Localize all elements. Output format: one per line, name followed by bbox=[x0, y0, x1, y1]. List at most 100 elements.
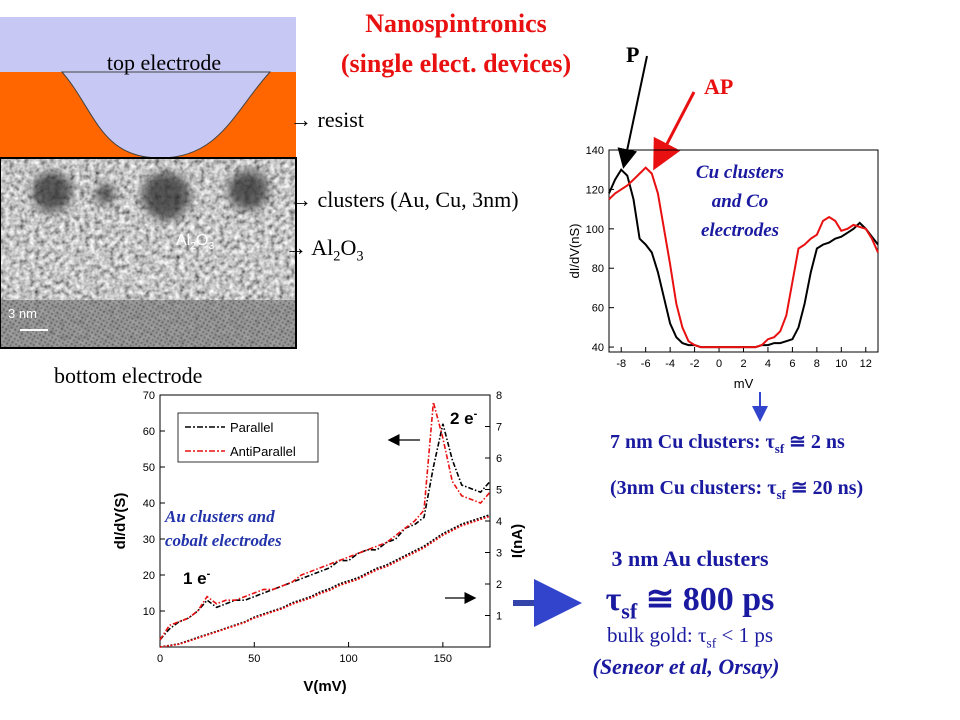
y-tick-label: 80 bbox=[592, 263, 604, 275]
result-text: 3 nm Au clusters bbox=[611, 546, 769, 571]
p-arrow bbox=[617, 55, 648, 169]
text-part: sf bbox=[775, 441, 785, 456]
result-text: bulk gold: τsf < 1 ps bbox=[607, 623, 773, 650]
text-part: sf bbox=[776, 487, 786, 502]
x-tick-label: 4 bbox=[765, 358, 771, 370]
diagram-label: → clusters (Au, Cu, 3nm) bbox=[290, 187, 519, 212]
text-part: sf bbox=[621, 599, 638, 624]
title: Nanospintronics bbox=[365, 9, 547, 38]
diagram-label: bottom electrode bbox=[54, 363, 202, 388]
text-part: ≅ 20 ns) bbox=[786, 477, 863, 499]
x-tick-label: -4 bbox=[665, 358, 675, 370]
series-line bbox=[159, 401, 491, 641]
text-part: - bbox=[474, 408, 478, 420]
diagram-label: top electrode bbox=[107, 50, 221, 75]
y2-tick-label: 2 bbox=[496, 579, 502, 591]
text-part: 3 bbox=[208, 241, 214, 252]
y2-tick-label: 5 bbox=[496, 485, 502, 497]
result-text: (3nm Cu clusters: τsf ≅ 20 ns) bbox=[610, 477, 863, 502]
annotation: electrodes bbox=[701, 220, 779, 241]
tem-frame bbox=[0, 157, 297, 349]
text-part: 7 nm Cu clusters: τ bbox=[610, 431, 775, 453]
text-part: τ bbox=[606, 581, 622, 618]
result-text: τsf ≅ 800 ps bbox=[606, 581, 775, 624]
text-part: < 1 ps bbox=[716, 623, 773, 647]
x-tick-label: -8 bbox=[616, 358, 626, 370]
y2-tick-label: 8 bbox=[496, 390, 502, 402]
text-part: Al bbox=[176, 232, 190, 249]
y-axis-label: dI/dV(S) bbox=[112, 493, 129, 550]
y-tick-label: 50 bbox=[143, 462, 155, 474]
x-tick-label: 0 bbox=[716, 358, 722, 370]
series-name: P bbox=[626, 42, 639, 67]
top-electrode bbox=[0, 17, 296, 77]
annotation: and Co bbox=[712, 191, 769, 212]
x-axis-label: mV bbox=[734, 376, 754, 391]
x-axis-label: V(mV) bbox=[303, 678, 346, 695]
x-tick-label: -6 bbox=[641, 358, 651, 370]
series-line bbox=[159, 423, 491, 641]
x-tick-label: 0 bbox=[157, 653, 163, 665]
substrate-lattice bbox=[0, 300, 296, 348]
result-text: (Seneor et al, Orsay) bbox=[593, 654, 780, 679]
y-tick-label: 40 bbox=[592, 342, 604, 354]
y2-tick-label: 3 bbox=[496, 548, 502, 560]
text-part: (3nm Cu clusters: τ bbox=[610, 477, 776, 499]
legend-label: Parallel bbox=[230, 420, 273, 435]
y-axis-label: dI/dV(nS) bbox=[567, 224, 582, 279]
x-tick-label: 6 bbox=[789, 358, 795, 370]
y-tick-label: 60 bbox=[592, 303, 604, 315]
y-tick-label: 30 bbox=[143, 534, 155, 546]
y2-axis-label: I(nA) bbox=[509, 524, 526, 558]
y2-tick-label: 7 bbox=[496, 422, 502, 434]
text-part: 2 bbox=[190, 241, 196, 252]
text-part: - bbox=[207, 568, 211, 580]
y2-tick-label: 1 bbox=[496, 611, 502, 623]
y-tick-label: 20 bbox=[143, 570, 155, 582]
x-tick-label: 150 bbox=[434, 653, 452, 665]
y-tick-label: 40 bbox=[143, 498, 155, 510]
text-part: bulk gold: τ bbox=[607, 623, 706, 647]
text-part: O bbox=[196, 232, 208, 249]
diagram-label: → resist bbox=[290, 107, 364, 132]
text-part: ≅ 2 ns bbox=[784, 431, 845, 453]
text-part: 2 bbox=[333, 249, 340, 265]
y-tick-label: 120 bbox=[586, 184, 604, 196]
series-line bbox=[159, 515, 491, 648]
text-part: 2 e bbox=[450, 409, 474, 428]
peak-label: 2 e- bbox=[450, 408, 478, 428]
diagram-label: → Al2O3 bbox=[285, 235, 364, 265]
x-tick-label: 2 bbox=[740, 358, 746, 370]
y-tick-label: 140 bbox=[586, 145, 604, 157]
text-part: 3 bbox=[356, 249, 363, 265]
result-text: 7 nm Cu clusters: τsf ≅ 2 ns bbox=[610, 431, 845, 456]
x-tick-label: 100 bbox=[339, 653, 357, 665]
x-tick-label: 50 bbox=[248, 653, 260, 665]
title: (single elect. devices) bbox=[341, 49, 571, 78]
y-tick-label: 100 bbox=[586, 224, 604, 236]
x-tick-label: 12 bbox=[860, 358, 872, 370]
series-line bbox=[608, 166, 879, 349]
y-tick-label: 60 bbox=[143, 426, 155, 438]
ap-arrow bbox=[653, 91, 696, 171]
annotation: Au clusters and bbox=[164, 507, 275, 526]
peak-label: 1 e- bbox=[183, 568, 211, 588]
text-part: 1 e bbox=[183, 569, 207, 588]
x-tick-label: 10 bbox=[835, 358, 847, 370]
text-part: ≅ 800 ps bbox=[637, 581, 774, 618]
y2-tick-label: 4 bbox=[496, 516, 502, 528]
scale-label: 3 nm bbox=[8, 306, 37, 321]
x-tick-label: -2 bbox=[690, 358, 700, 370]
x-tick-label: 8 bbox=[814, 358, 820, 370]
annotation: cobalt electrodes bbox=[165, 531, 282, 550]
text-part: O bbox=[340, 235, 356, 260]
clusters bbox=[32, 170, 268, 220]
annotation: Cu clusters bbox=[696, 162, 784, 183]
inset-label: Al2O3 bbox=[176, 232, 214, 252]
y-tick-label: 10 bbox=[143, 606, 155, 618]
text-part: → Al bbox=[285, 235, 333, 260]
legend-box bbox=[177, 412, 319, 463]
y-tick-label: 70 bbox=[143, 390, 155, 402]
text-part: sf bbox=[706, 635, 716, 650]
